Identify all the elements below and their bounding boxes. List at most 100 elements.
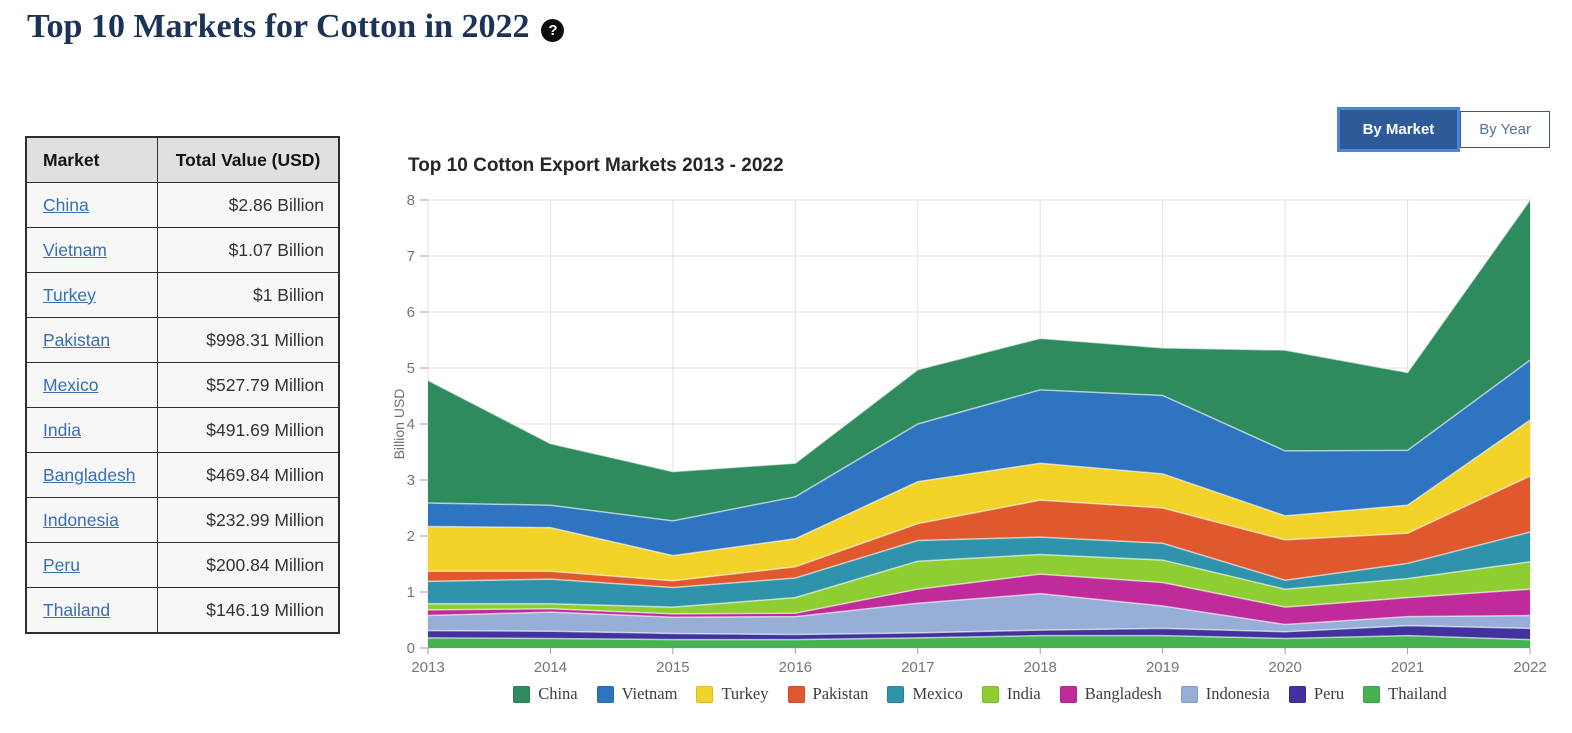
y-axis-tick-label: 5 — [407, 360, 415, 377]
legend-swatch — [981, 685, 999, 703]
area-top-edge — [427, 592, 1531, 626]
legend-label: Mexico — [912, 684, 963, 703]
legend-item-india[interactable]: India — [981, 684, 1041, 704]
chart-title: Top 10 Cotton Export Markets 2013 - 2022 — [408, 155, 784, 176]
legend-item-peru[interactable]: Peru — [1288, 684, 1344, 704]
table-row: Vietnam $1.07 Billion — [25, 227, 340, 273]
legend-swatch — [1059, 685, 1077, 703]
help-icon[interactable]: ? — [541, 18, 565, 42]
legend-item-turkey[interactable]: Turkey — [696, 684, 769, 704]
market-value: $491.69 Million — [157, 407, 340, 453]
x-axis-tick-label: 2013 — [411, 659, 444, 675]
market-link[interactable]: Bangladesh — [43, 464, 136, 485]
market-link[interactable]: Peru — [43, 554, 80, 575]
page-title-text: Top 10 Markets for Cotton in 2022 — [27, 8, 530, 45]
legend-item-china[interactable]: China — [513, 684, 578, 704]
area-peru[interactable] — [428, 625, 1530, 640]
markets-table: Market Total Value (USD) China $2.86 Bill… — [25, 136, 340, 634]
table-row: Thailand $146.19 Million — [25, 587, 340, 634]
market-link[interactable]: China — [43, 194, 89, 215]
y-axis-tick-label: 3 — [407, 472, 415, 489]
x-axis-tick-label: 2014 — [534, 659, 567, 675]
chart-panel: By Market By Year Top 10 Cotton Export M… — [390, 100, 1570, 725]
legend-swatch — [1288, 685, 1306, 703]
market-value: $1 Billion — [157, 272, 340, 318]
area-top-edge — [427, 199, 1531, 473]
legend-item-thailand[interactable]: Thailand — [1363, 684, 1447, 704]
legend-swatch — [1363, 685, 1381, 703]
table-header-market: Market — [25, 136, 158, 183]
legend-label: India — [1006, 684, 1041, 703]
x-axis-tick-label: 2019 — [1146, 659, 1179, 675]
legend-swatch — [1180, 685, 1198, 703]
table-header-value: Total Value (USD) — [157, 136, 340, 183]
table-row: Peru $200.84 Million — [25, 542, 340, 588]
y-axis-tick-label: 2 — [407, 528, 415, 545]
y-axis-tick-label: 7 — [407, 248, 415, 265]
legend-swatch — [887, 685, 905, 703]
legend-item-indonesia[interactable]: Indonesia — [1180, 684, 1270, 704]
market-link[interactable]: Pakistan — [43, 329, 111, 350]
table-row: Indonesia $232.99 Million — [25, 497, 340, 543]
legend-label: Bangladesh — [1084, 684, 1162, 703]
market-link[interactable]: India — [43, 419, 81, 440]
x-axis-tick-label: 2015 — [656, 659, 689, 675]
table-row: Mexico $527.79 Million — [25, 362, 340, 408]
chart-legend: China Vietnam Turkey Pakistan Mexico India Ban… — [390, 684, 1570, 704]
table-row: Bangladesh $469.84 Million — [25, 452, 340, 498]
x-axis-tick-label: 2020 — [1268, 659, 1301, 675]
market-link[interactable]: Turkey — [43, 284, 96, 305]
y-axis-label: Billion USD — [391, 389, 407, 460]
by-year-button[interactable]: By Year — [1460, 111, 1550, 148]
market-value: $146.19 Million — [157, 587, 340, 634]
market-value: $1.07 Billion — [157, 227, 340, 273]
page-title: Top 10 Markets for Cotton in 2022 ? — [27, 8, 565, 46]
x-axis-tick-label: 2021 — [1391, 659, 1424, 675]
market-value: $200.84 Million — [157, 542, 340, 588]
legend-label: Indonesia — [1205, 684, 1270, 703]
area-turkey[interactable] — [428, 420, 1530, 581]
legend-item-bangladesh[interactable]: Bangladesh — [1059, 684, 1162, 704]
area-vietnam[interactable] — [428, 360, 1530, 556]
area-thailand[interactable] — [428, 635, 1530, 648]
area-mexico[interactable] — [428, 532, 1530, 608]
area-top-edge — [427, 634, 1531, 641]
market-value: $998.31 Million — [157, 317, 340, 363]
area-top-edge — [427, 573, 1531, 615]
area-top-edge — [428, 553, 1531, 608]
area-top-edge — [427, 419, 1531, 557]
market-link[interactable]: Vietnam — [43, 239, 107, 260]
area-top-edge — [427, 531, 1531, 589]
market-link[interactable]: Indonesia — [43, 509, 119, 530]
legend-swatch — [696, 685, 714, 703]
area-pakistan[interactable] — [428, 476, 1530, 588]
area-china[interactable] — [428, 200, 1530, 521]
market-link[interactable]: Thailand — [43, 599, 111, 620]
cotton-stacked-area-chart[interactable]: 0 1 2 3 4 5 6 7 8 2013 2014 2015 2016 2017 2018 2019 202… — [390, 190, 1570, 675]
legend-swatch — [513, 685, 531, 703]
legend-item-mexico[interactable]: Mexico — [887, 684, 963, 704]
area-top-edge — [427, 624, 1531, 636]
x-axis-tick-label: 2016 — [779, 659, 812, 675]
table-row: India $491.69 Million — [25, 407, 340, 453]
table-row: Pakistan $998.31 Million — [25, 317, 340, 363]
y-axis-tick-label: 0 — [407, 640, 415, 657]
y-axis-tick-label: 6 — [407, 304, 415, 321]
market-link[interactable]: Mexico — [43, 374, 99, 395]
area-bangladesh[interactable] — [428, 574, 1530, 625]
area-india[interactable] — [428, 554, 1530, 614]
area-indonesia[interactable] — [428, 593, 1530, 635]
area-top-edge — [428, 475, 1531, 582]
legend-item-pakistan[interactable]: Pakistan — [787, 684, 868, 704]
x-axis-tick-label: 2018 — [1024, 659, 1057, 675]
legend-label: Thailand — [1388, 684, 1447, 703]
market-value: $232.99 Million — [157, 497, 340, 543]
x-axis-tick-label: 2017 — [901, 659, 934, 675]
table-row: Turkey $1 Billion — [25, 272, 340, 318]
by-market-button[interactable]: By Market — [1339, 110, 1458, 149]
market-value: $469.84 Million — [157, 452, 340, 498]
y-axis-tick-label: 8 — [407, 192, 415, 209]
legend-item-vietnam[interactable]: Vietnam — [596, 684, 678, 704]
legend-label: Vietnam — [621, 684, 678, 703]
legend-label: Turkey — [721, 684, 769, 703]
